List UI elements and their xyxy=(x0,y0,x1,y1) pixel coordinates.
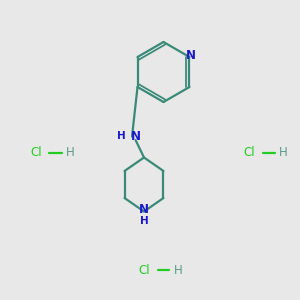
Text: Cl: Cl xyxy=(138,263,150,277)
Text: N: N xyxy=(186,49,196,62)
Text: H: H xyxy=(66,146,75,160)
Text: H: H xyxy=(174,263,183,277)
Text: H: H xyxy=(140,215,148,226)
Text: Cl: Cl xyxy=(243,146,255,160)
Text: N: N xyxy=(131,130,141,143)
Text: H: H xyxy=(117,130,126,141)
Text: N: N xyxy=(139,203,149,216)
Text: H: H xyxy=(279,146,288,160)
Text: Cl: Cl xyxy=(30,146,42,160)
